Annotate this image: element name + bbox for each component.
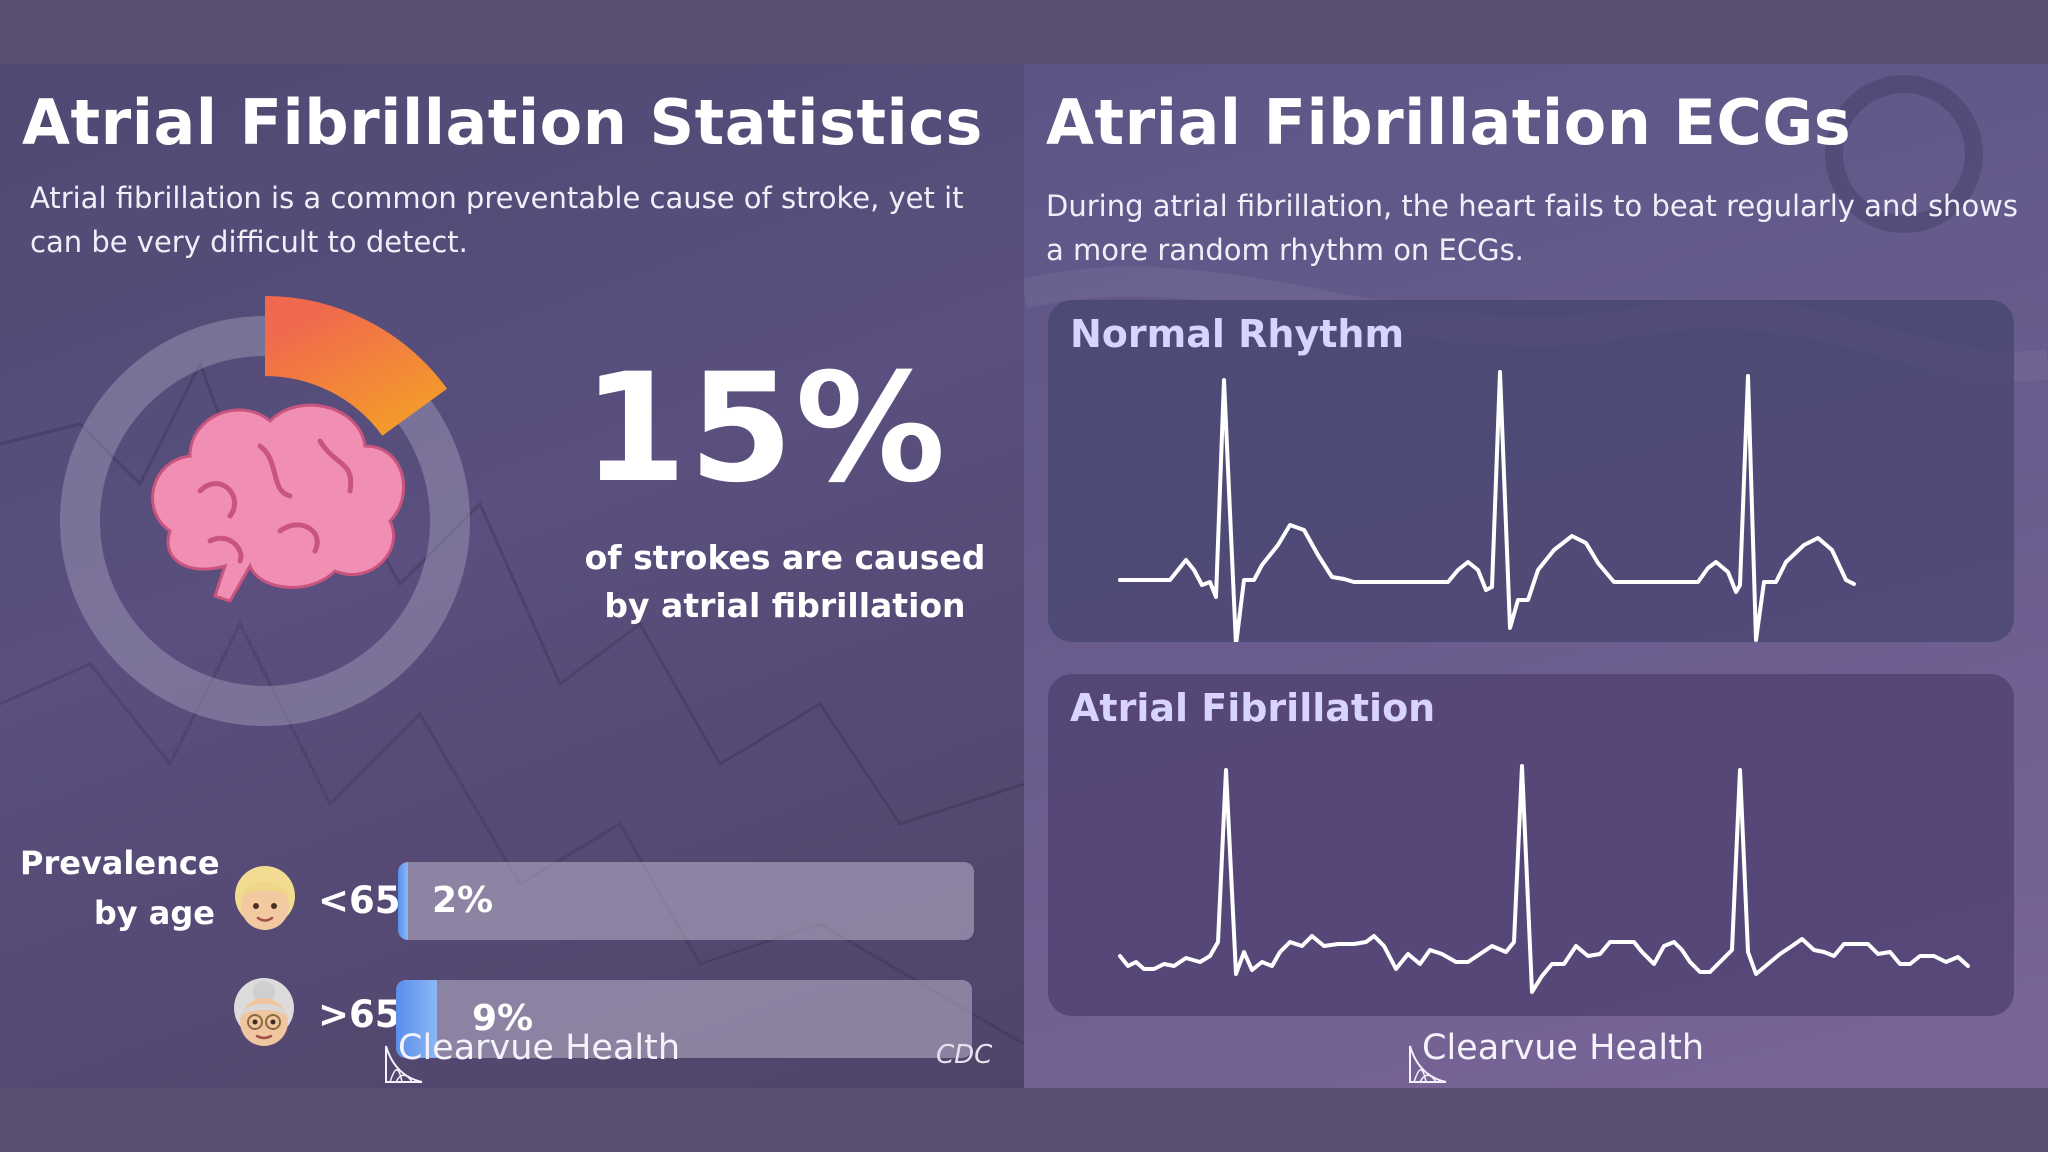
stroke-donut-chart (60, 296, 470, 726)
brain-icon (151, 403, 406, 603)
prevalence-value-under-65: 2% (432, 880, 494, 921)
prevalence-bar-fill-under-65 (398, 862, 408, 940)
young-person-icon (235, 866, 295, 930)
prevalence-bar-fill-over-65 (396, 980, 437, 1058)
brand-name: Clearvue Health (398, 1028, 681, 1068)
prevalence-bar-over-65: 9% (396, 980, 972, 1058)
atrial-fibrillation-card: Atrial Fibrillation (1048, 674, 2014, 1016)
atrial-fibrillation-ecg-trace (1118, 764, 1970, 994)
stroke-percentage: 15% (582, 342, 948, 516)
age-under-65-label: <65 (318, 879, 401, 922)
older-woman-icon (234, 978, 294, 1046)
source-note: CDC (936, 1040, 993, 1070)
page-title: Atrial Fibrillation Statistics (22, 86, 983, 159)
page-subtitle: Atrial fibrillation is a common preventa… (30, 181, 964, 259)
donut-progress-arc (263, 296, 448, 437)
background-ecg-decor (0, 360, 1024, 1046)
atrial-fibrillation-title: Atrial Fibrillation (1070, 686, 1436, 730)
brand-name-right: Clearvue Health (1422, 1028, 1705, 1068)
normal-rhythm-card: Normal Rhythm (1048, 300, 2014, 642)
stroke-caption: of strokes are caused by atrial fibrilla… (584, 538, 986, 625)
ecg-panel: Atrial Fibrillation ECGs During atrial f… (1024, 64, 2048, 1088)
age-over-65-label: >65 (318, 993, 401, 1036)
ecg-title: Atrial Fibrillation ECGs (1046, 86, 1852, 159)
prevalence-bar-under-65: 2% (398, 862, 974, 940)
statistics-panel: Atrial Fibrillation Statistics Atrial fi… (0, 64, 1024, 1088)
prevalence-value-over-65: 9% (472, 998, 534, 1039)
clearvue-logo-icon-right (1409, 1045, 1447, 1083)
ecg-subtitle: During atrial fibrillation, the heart fa… (1046, 189, 2019, 267)
normal-rhythm-ecg-trace (1118, 370, 1856, 642)
normal-rhythm-title: Normal Rhythm (1070, 312, 1405, 356)
prevalence-label: Prevalence by age (20, 844, 220, 932)
clearvue-logo-icon (385, 1045, 423, 1083)
